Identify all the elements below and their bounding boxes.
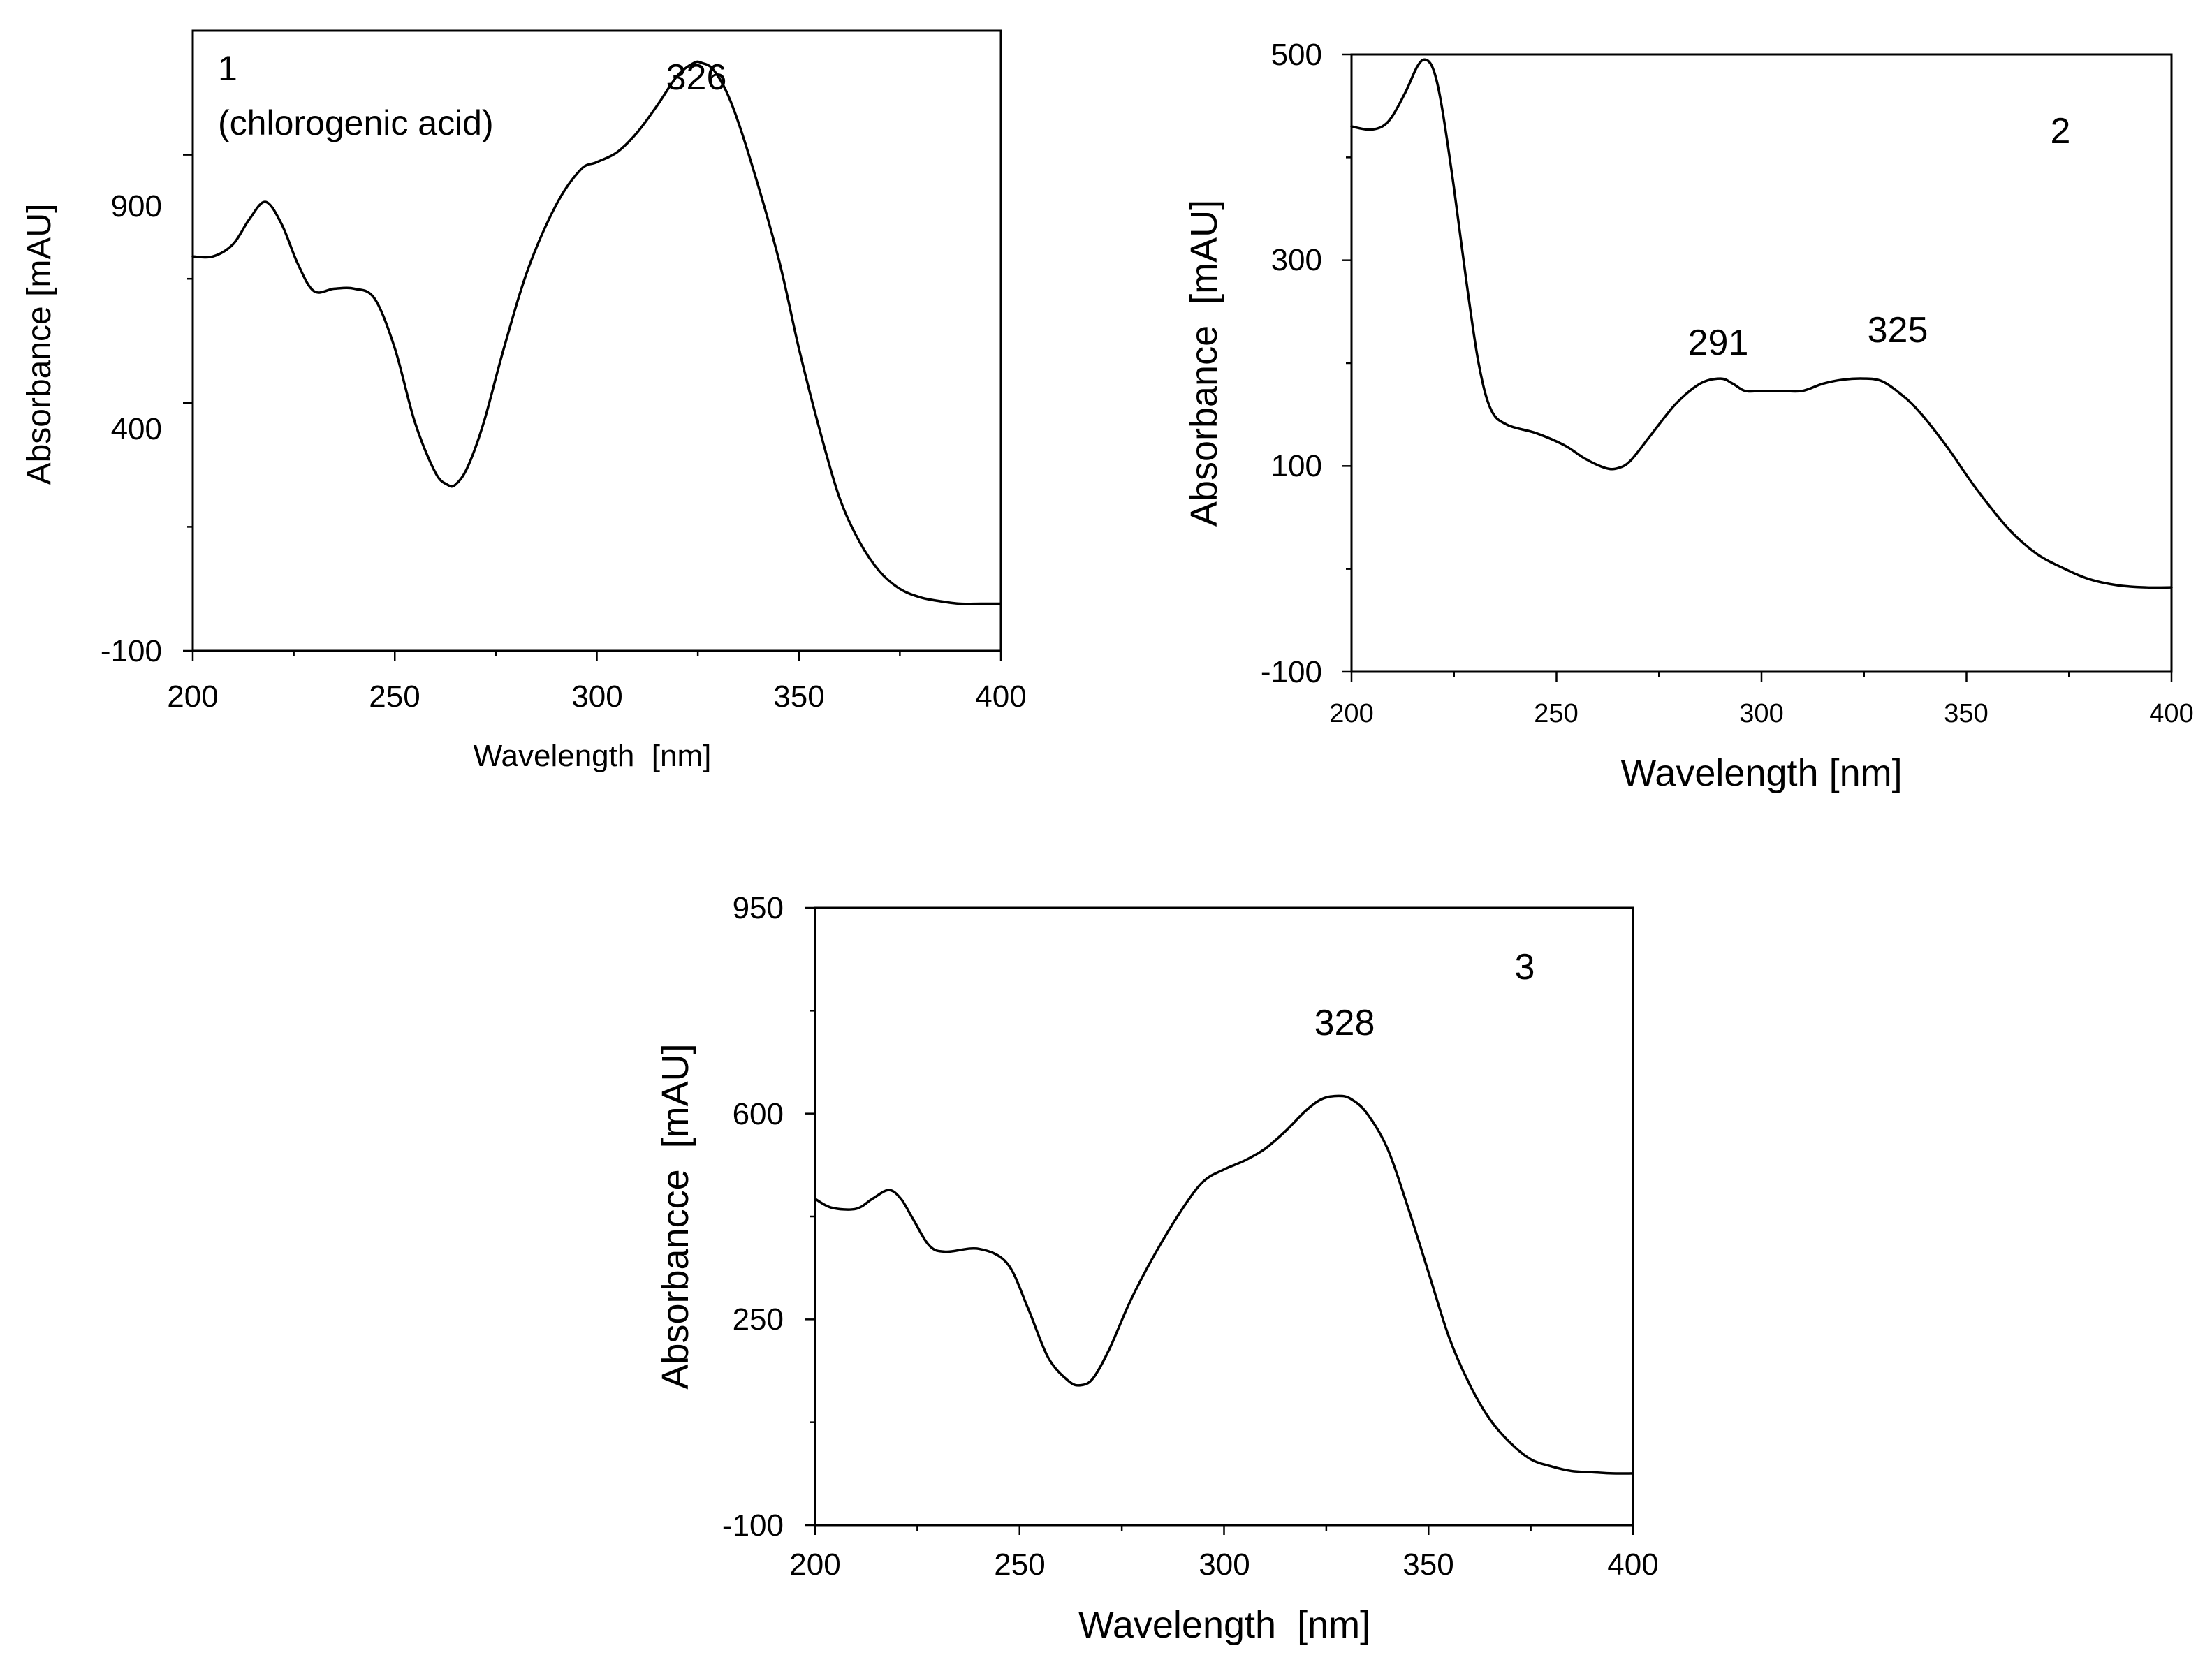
ticks (183, 154, 1002, 661)
plot-frame (1350, 53, 2173, 673)
y-tick-labels: -100 250 600 950 (722, 891, 784, 1543)
x-tick-label: 350 (1402, 1547, 1453, 1582)
panel-3: 200 250 300 350 400 -100 250 600 950 Wav… (654, 891, 1659, 1646)
x-axis-label: Wavelength [nm] (1078, 1604, 1370, 1646)
x-tick-labels: 200 250 300 350 400 (167, 679, 1026, 714)
x-tick-label: 400 (975, 679, 1026, 714)
panel-number: 2 (2051, 111, 2071, 152)
y-tick-labels: -100 100 300 500 (1261, 38, 1322, 689)
peak-label: 328 (1314, 1003, 1375, 1043)
x-tick-labels: 200 250 300 350 400 (1329, 699, 2193, 728)
plot-frame (814, 906, 1634, 1527)
y-tick-label: 250 (733, 1302, 784, 1337)
panel-2: 200 250 300 350 400 -100 100 300 500 Wav… (1183, 38, 2194, 794)
x-tick-label: 250 (1534, 699, 1578, 728)
x-tick-label: 400 (2149, 699, 2193, 728)
compound-name: (chlorogenic acid) (218, 103, 494, 142)
y-tick-label: 950 (733, 891, 784, 925)
y-axis-label: Absorbancce [mAU] (654, 1043, 696, 1389)
y-tick-label: -100 (722, 1508, 784, 1543)
x-tick-label: 250 (994, 1547, 1045, 1582)
x-tick-labels: 200 250 300 350 400 (789, 1547, 1658, 1582)
x-axis-label: Wavelength [nm] (1620, 752, 1902, 794)
ticks (1342, 53, 2173, 682)
absorbance-curve (1350, 58, 2173, 589)
peak-label: 291 (1688, 323, 1749, 363)
x-tick-label: 250 (369, 679, 420, 714)
x-tick-label: 350 (773, 679, 824, 714)
y-tick-label: -100 (101, 634, 162, 668)
y-tick-label: 100 (1271, 449, 1322, 483)
x-tick-label: 350 (1944, 699, 1988, 728)
panel-1: 200 250 300 350 400 -100 400 900 Wavelen… (21, 29, 1027, 773)
absorbance-curve (191, 60, 1002, 605)
y-tick-label: 300 (1271, 243, 1322, 277)
y-tick-label: 600 (733, 1097, 784, 1131)
y-tick-label: 500 (1271, 38, 1322, 72)
panel-number: 3 (1515, 947, 1535, 987)
y-tick-labels: -100 400 900 (101, 189, 162, 668)
y-tick-label: -100 (1261, 655, 1322, 689)
y-axis-label: Absorbance [mAU] (1183, 200, 1225, 527)
ticks (805, 906, 1634, 1535)
x-tick-label: 300 (571, 679, 622, 714)
x-tick-label: 300 (1739, 699, 1783, 728)
y-tick-label: 900 (111, 189, 162, 223)
peak-label: 325 (1868, 310, 1928, 351)
panel-number: 1 (218, 49, 237, 88)
x-axis-label: Wavelength [nm] (474, 739, 712, 773)
x-tick-label: 300 (1199, 1547, 1250, 1582)
x-tick-label: 200 (167, 679, 218, 714)
x-tick-label: 200 (789, 1547, 840, 1582)
x-tick-label: 400 (1607, 1547, 1658, 1582)
x-tick-label: 200 (1329, 699, 1373, 728)
y-axis-label: Absorbance [mAU] (21, 204, 58, 485)
y-tick-label: 400 (111, 412, 162, 446)
absorbance-curve (814, 1094, 1634, 1475)
